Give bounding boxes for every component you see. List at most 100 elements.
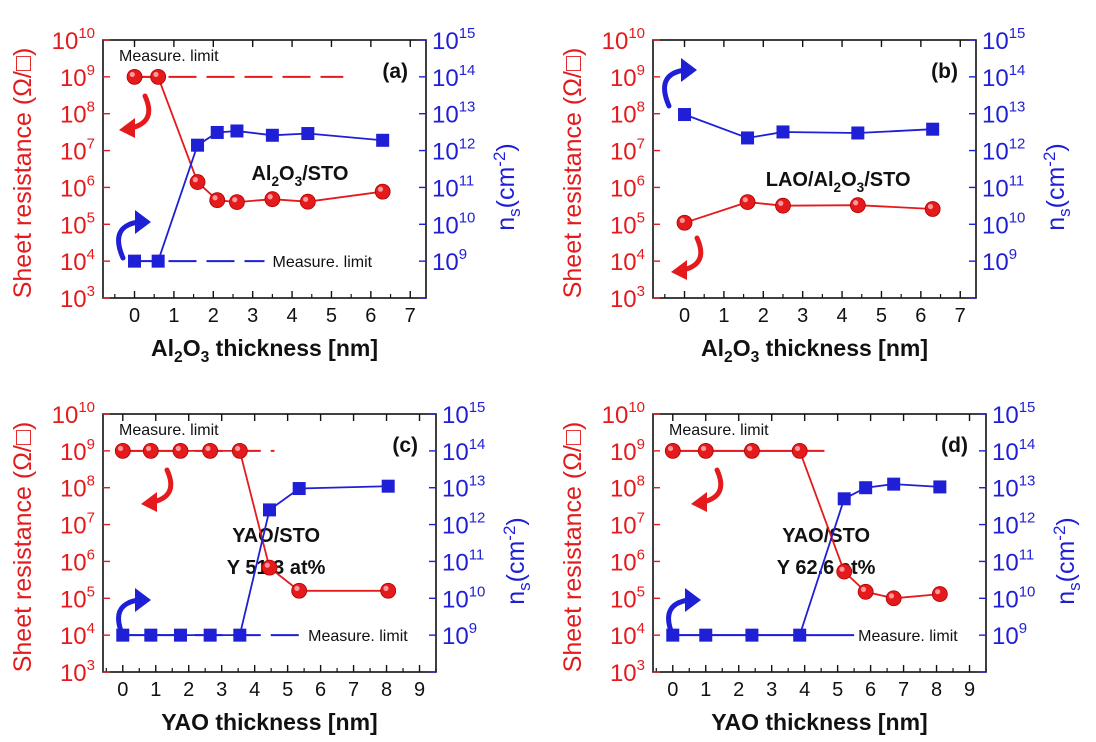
- resistance-data-point: [114, 442, 131, 459]
- ns-data-point: [859, 481, 873, 495]
- resistance-data-point: [697, 442, 714, 459]
- y-left-tick-label: 107: [610, 510, 645, 540]
- ns-data-point: [301, 127, 315, 141]
- y-right-tick-label: 1014: [432, 62, 475, 92]
- resistance-point-highlight: [235, 445, 241, 452]
- y-left-axis-title: Sheet resistance (Ω/□): [559, 422, 587, 673]
- x-axis-title: YAO thickness [nm]: [161, 709, 377, 735]
- resistance-point-highlight: [377, 186, 384, 192]
- ns-data-point: [144, 628, 158, 642]
- resistance-data-point: [380, 582, 397, 599]
- curved-arrow-right-head: [681, 58, 697, 82]
- ns-data-point: [699, 628, 713, 642]
- resistance-point-highlight: [146, 445, 152, 452]
- x-tick-label: 3: [766, 679, 777, 701]
- resistance-data-point: [924, 201, 941, 217]
- resistance-point-highlight: [129, 71, 135, 78]
- resistance-point-highlight: [742, 197, 748, 203]
- x-tick-label: 7: [898, 679, 909, 701]
- y-right-tick-label: 1015: [982, 25, 1025, 55]
- panel-d: 0 1 2 3 4 5 6 7 8 9 103 104 105 106 107 108 109 1010 109 10…: [559, 399, 1084, 735]
- ns-data-point: [233, 628, 247, 642]
- y-left-axis-title: Sheet resistance (Ω/□): [9, 422, 37, 673]
- resistance-point-highlight: [264, 562, 270, 568]
- ns-data-point: [933, 480, 947, 494]
- measure-limit-label: Measure. limit: [308, 628, 408, 645]
- x-tick-label: 7: [348, 679, 359, 701]
- ns-data-point: [851, 126, 865, 140]
- y-right-tick-label: 1013: [992, 473, 1035, 503]
- resistance-data-point: [857, 583, 874, 600]
- y-right-tick-label: 1013: [442, 473, 485, 503]
- sample-label: LAO/Al2O3/STO: [766, 169, 911, 195]
- y-left-tick-label: 1010: [602, 399, 645, 429]
- curved-arrow-right: [666, 597, 692, 639]
- ns-data-point: [292, 482, 306, 496]
- y-left-axis-title: Sheet resistance (Ω/□): [9, 48, 37, 299]
- plot-frame: [652, 413, 987, 673]
- y-left-tick-label: 109: [60, 436, 95, 466]
- measure-limit-label: Measure. limit: [669, 422, 769, 439]
- resistance-point-highlight: [853, 200, 859, 206]
- ns-series-line: [684, 113, 933, 139]
- ns-data-point: [887, 477, 901, 491]
- x-tick-label: 1: [700, 679, 711, 701]
- ns-data-point: [745, 628, 759, 642]
- x-tick-label: 5: [282, 679, 293, 701]
- resistance-data-point: [209, 192, 226, 209]
- resistance-data-point: [849, 197, 866, 214]
- y-left-tick-label: 1010: [602, 25, 645, 55]
- curved-arrow-right-head: [135, 210, 151, 234]
- x-tick-label: 0: [667, 679, 678, 701]
- curved-arrow-right: [116, 597, 142, 639]
- sample-label: Y 62.6 at%: [777, 557, 876, 579]
- resistance-data-point: [931, 586, 948, 602]
- resistance-point-highlight: [192, 177, 198, 183]
- x-tick-label: 4: [799, 679, 810, 701]
- ns-data-point: [191, 138, 205, 152]
- plot-frame: [652, 39, 977, 299]
- y-right-tick-label: 1010: [992, 583, 1035, 613]
- x-tick-label: 2: [183, 679, 194, 701]
- resistance-point-highlight: [205, 445, 211, 452]
- x-tick-label: 0: [117, 679, 128, 701]
- ns-data-point: [776, 125, 790, 139]
- resistance-data-point: [664, 442, 681, 459]
- y-right-tick-label: 1012: [982, 136, 1025, 166]
- resistance-point-highlight: [212, 195, 218, 201]
- y-right-tick-label: 1011: [442, 546, 484, 576]
- curved-arrow-right: [662, 67, 688, 109]
- resistance-point-highlight: [747, 445, 753, 452]
- y-left-axis-title: Sheet resistance (Ω/□): [559, 48, 587, 299]
- resistance-point-highlight: [794, 445, 801, 452]
- resistance-point-highlight: [700, 445, 707, 452]
- y-left-tick-label: 105: [60, 583, 95, 613]
- y-right-tick-label: 1010: [442, 583, 485, 613]
- panel-b: 0 1 2 3 4 5 6 7 103 104 105 106 107 108 109 1010 109 1010…: [559, 25, 1074, 366]
- curved-arrow-left-head: [671, 260, 687, 280]
- y-left-tick-label: 1010: [52, 399, 95, 429]
- ns-data-point: [173, 628, 187, 642]
- x-tick-label: 5: [876, 305, 887, 327]
- x-tick-label: 5: [326, 305, 337, 327]
- x-tick-label: 7: [405, 305, 416, 327]
- y-right-tick-label: 1012: [992, 510, 1035, 540]
- resistance-point-highlight: [175, 445, 181, 452]
- ns-data-point: [741, 131, 755, 145]
- y-left-tick-label: 104: [60, 620, 95, 650]
- resistance-data-point: [374, 183, 391, 200]
- y-left-tick-label: 104: [610, 246, 645, 276]
- resistance-point-highlight: [303, 196, 309, 202]
- x-tick-label: 9: [414, 679, 425, 701]
- resistance-data-point: [189, 174, 206, 190]
- resistance-data-point: [229, 194, 245, 210]
- resistance-data-point: [676, 214, 693, 231]
- x-axis-title: Al2O3 thickness [nm]: [701, 335, 928, 366]
- y-right-tick-label: 1014: [992, 436, 1035, 466]
- curved-arrow-left-head: [119, 118, 135, 138]
- x-tick-label: 4: [287, 305, 298, 327]
- y-right-tick-label: 1013: [982, 99, 1025, 129]
- ns-data-point: [793, 628, 807, 642]
- x-tick-label: 2: [733, 679, 744, 701]
